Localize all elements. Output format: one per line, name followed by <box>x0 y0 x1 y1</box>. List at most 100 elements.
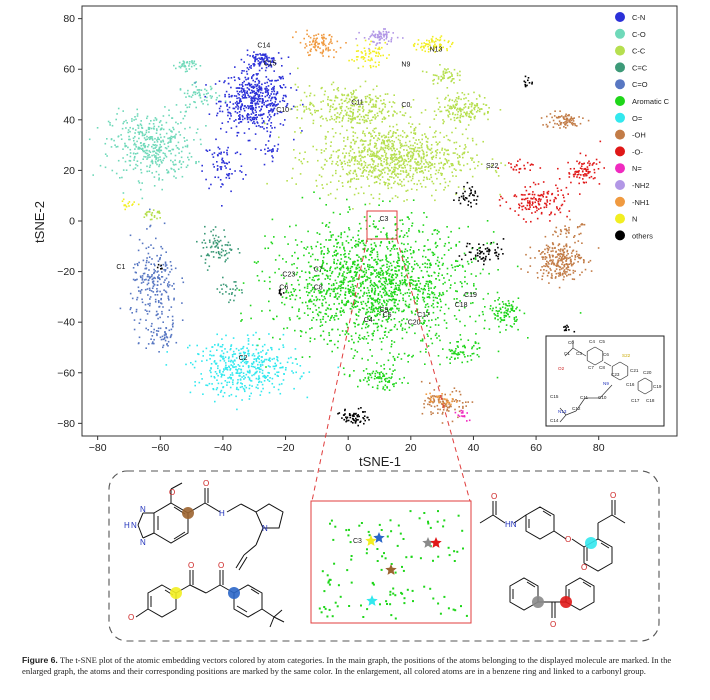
figure-caption: Figure 6. The t-SNE plot of the atomic e… <box>22 655 692 677</box>
zoom-star-marker <box>422 537 434 548</box>
zoom-point <box>460 605 462 608</box>
annotation-c4: C4 <box>364 317 373 324</box>
zoom-point <box>402 538 405 540</box>
legend-label: C=C <box>632 63 648 72</box>
annotation-n9: N9 <box>401 62 410 69</box>
annotation-c1: C1 <box>116 264 125 271</box>
legend-marker <box>615 230 625 241</box>
molecule-2-highlight-yellow <box>170 587 182 599</box>
zoom-point <box>439 612 442 615</box>
inset-atom-label: C4 <box>589 339 595 344</box>
zoom-stars <box>365 532 442 606</box>
inset-bond <box>572 347 587 357</box>
zoom-point <box>324 607 327 610</box>
inset-atom-label: C20 <box>643 370 652 375</box>
cluster-n-33 <box>412 35 454 53</box>
legend-marker <box>615 62 625 73</box>
inset-atom-label: C16 <box>626 382 635 387</box>
inset-bond <box>637 377 646 383</box>
legend-label: C-O <box>632 30 646 39</box>
x-tick-label: 60 <box>530 442 542 454</box>
annotation-c6: C6 <box>279 284 288 291</box>
molecule-1-highlight-orange <box>182 507 194 519</box>
legend-marker <box>615 146 625 157</box>
legend-marker <box>615 96 625 106</box>
inset-atom-label: O2 <box>558 366 565 371</box>
zoom-point <box>457 514 460 517</box>
inset-atom-label: C23 <box>611 372 620 377</box>
molecule-3-highlight-cyan <box>585 537 597 549</box>
zoom-point <box>453 550 456 553</box>
cluster-c-o-15 <box>138 322 178 349</box>
zoom-point <box>389 590 392 593</box>
zoom-point <box>401 565 403 568</box>
inset-atom-label: C18 <box>646 398 655 403</box>
zoom-point <box>339 595 342 598</box>
zoom-point <box>452 608 455 611</box>
zoom-point <box>406 588 409 591</box>
zoom-point <box>389 593 392 596</box>
annotation-c0: C0 <box>401 102 410 109</box>
cluster-c-c-10 <box>421 64 461 89</box>
zoom-point <box>397 524 400 527</box>
inset-bond <box>599 384 613 399</box>
zoom-point <box>320 611 323 614</box>
zoom-point <box>423 512 426 514</box>
annotation-c9: C9 <box>380 307 389 314</box>
legend-marker <box>615 180 625 190</box>
zoom-point <box>376 560 379 562</box>
zoom-point <box>360 522 363 524</box>
inset-atom-label: C0 <box>568 340 574 345</box>
zoom-star-marker <box>373 532 385 543</box>
zoom-point <box>368 534 371 537</box>
zoom-point <box>394 571 397 574</box>
zoom-point <box>360 604 362 607</box>
zoom-point <box>402 569 405 572</box>
inset-molecule: C0 C1 O2 C3 C4 C5 C6 C7 C8 N9 C10 C11 C12 N13 C14 C15 C1… <box>545 335 665 427</box>
zoom-point <box>442 525 445 528</box>
zoom-point <box>346 569 349 572</box>
cluster--oh-23 <box>420 380 474 424</box>
zoom-label: C3 <box>353 538 362 545</box>
legend-label: others <box>632 231 653 240</box>
zoom-point <box>436 520 439 523</box>
zoom-point <box>386 603 388 605</box>
annotation-c15: C15 <box>264 60 277 67</box>
annotation-n13: N13 <box>430 47 443 54</box>
zoom-region <box>366 210 398 240</box>
annotation-c14: C14 <box>257 43 270 50</box>
molecule-4-highlight-gray <box>532 596 544 608</box>
caption-text: The t-SNE plot of the atomic embedding v… <box>22 655 672 676</box>
cluster-others-39 <box>563 324 576 333</box>
molecule-2-highlight-blue <box>228 587 240 599</box>
inset-bond <box>603 361 612 367</box>
molecule-3-labels: O HN O O O <box>491 491 616 572</box>
inset-bond <box>594 360 603 366</box>
zoom-point <box>381 555 384 558</box>
zoom-point <box>362 616 365 618</box>
zoom-star-marker <box>366 595 378 606</box>
cluster-c-n-2 <box>201 146 247 207</box>
cluster-n--28 <box>454 409 471 422</box>
zoom-point <box>427 522 430 525</box>
zoom-point <box>399 532 402 535</box>
inset-atom-label: C7 <box>588 365 594 370</box>
zoom-point <box>462 547 464 550</box>
zoom-point <box>349 541 352 544</box>
zoom-point <box>411 589 414 592</box>
cluster--nh2-29 <box>355 28 404 50</box>
zoom-point <box>454 609 457 612</box>
zoom-point <box>443 595 446 598</box>
y-axis-ticks: 80 60 40 20 0 −20 −40 −60 −80 <box>57 13 82 430</box>
zoom-point <box>392 592 395 595</box>
legend-marker <box>615 163 625 174</box>
cluster-c-c-13 <box>216 281 243 304</box>
zoom-point <box>456 550 459 553</box>
inset-atom-label: N13 <box>558 409 567 414</box>
zoom-point <box>323 606 326 608</box>
legend: C-N C-O C-C C=C C=O Aromatic C O= -OH -O- N= -NH2 -… <box>615 12 670 241</box>
molecule-panel <box>108 470 660 642</box>
cluster-c-n-3 <box>254 134 280 166</box>
molecule-4-labels: O <box>550 620 556 629</box>
zoom-point <box>409 510 412 513</box>
